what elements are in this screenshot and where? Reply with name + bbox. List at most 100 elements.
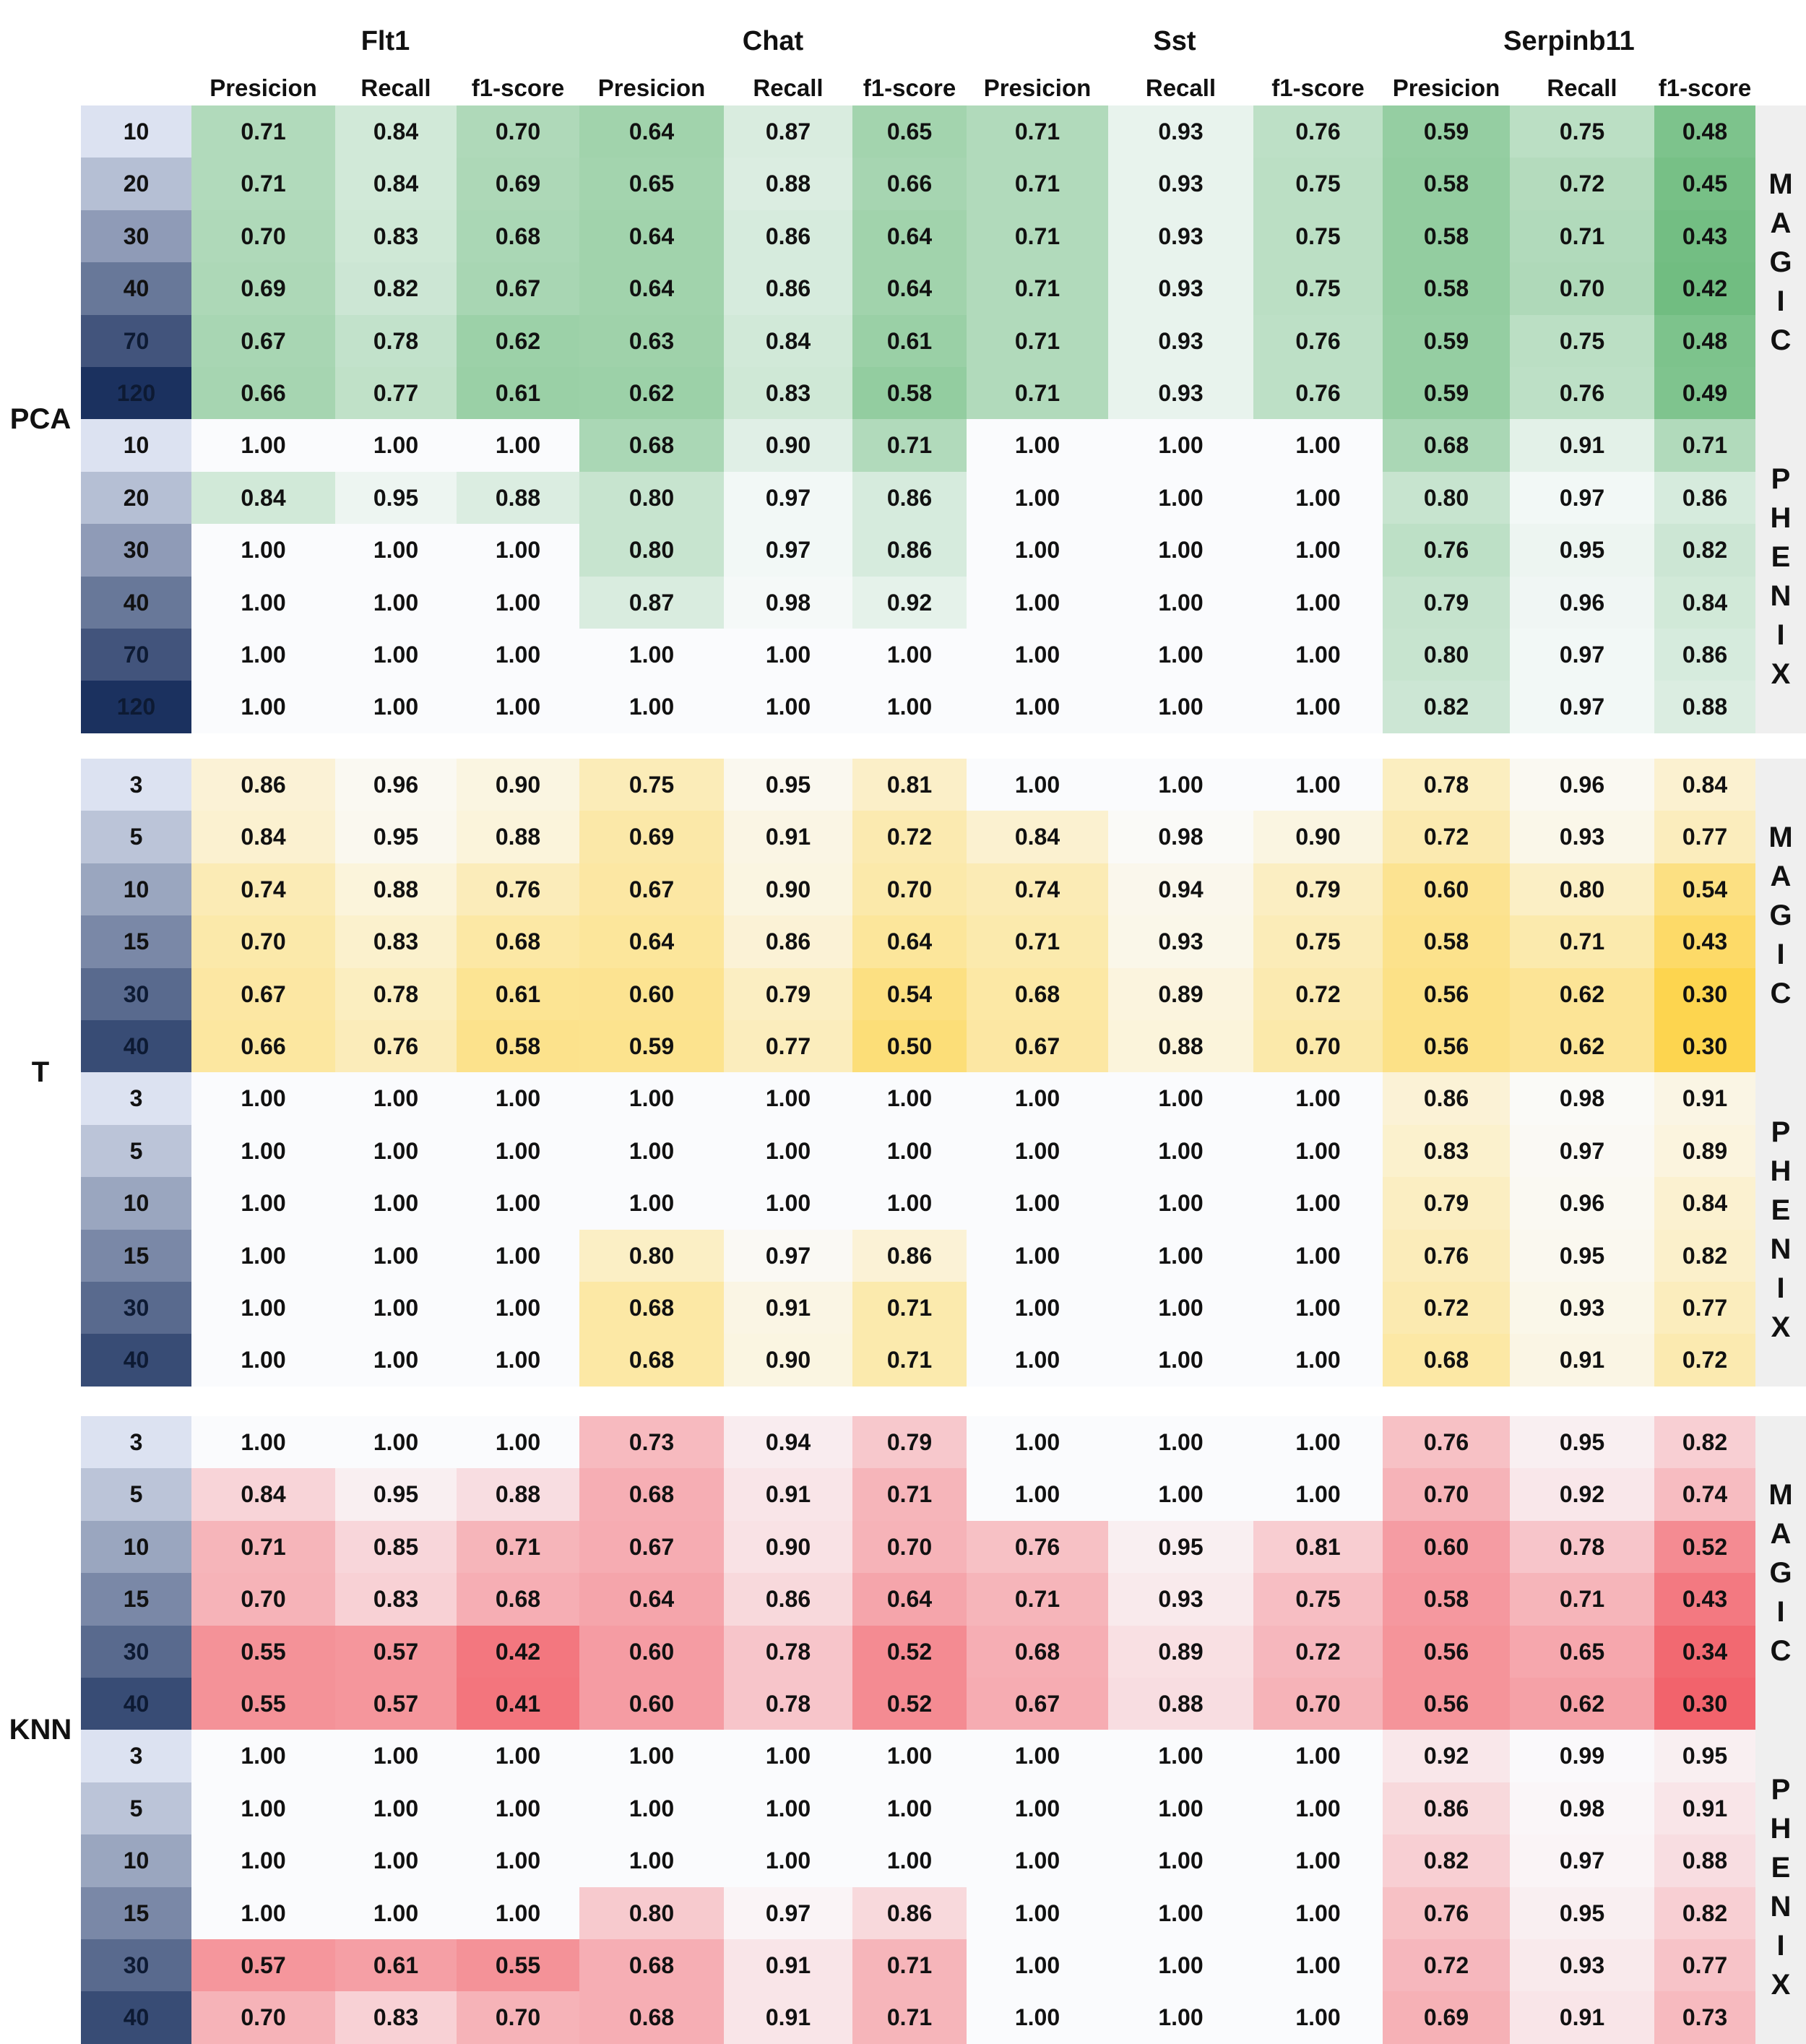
heatmap-cell: 0.80	[1510, 863, 1654, 916]
metric-header: Recall	[753, 74, 824, 101]
heatmap-cell: 1.00	[967, 1782, 1108, 1835]
heatmap-cell: 1.00	[335, 681, 457, 733]
heatmap-cell: 1.00	[724, 681, 852, 733]
heatmap-cell: 0.71	[967, 1573, 1108, 1626]
heatmap-cell: 0.68	[457, 915, 579, 968]
heatmap-cell: 1.00	[457, 1416, 579, 1469]
heatmap-cell: 0.79	[724, 967, 852, 1020]
row-label: 10	[81, 863, 191, 916]
row-label: 5	[81, 1468, 191, 1521]
heatmap-cell: 0.96	[335, 759, 457, 811]
heatmap-cell: 1.00	[1108, 1834, 1253, 1887]
heatmap-cell: 1.00	[1108, 1991, 1253, 2044]
heatmap-cell: 0.68	[457, 210, 579, 263]
heatmap-cell: 0.93	[1510, 1282, 1654, 1334]
heatmap-cell: 0.88	[457, 811, 579, 863]
heatmap-cell: 1.00	[335, 1177, 457, 1230]
heatmap-cell: 0.98	[1510, 1072, 1654, 1125]
heatmap-cell: 1.00	[1253, 524, 1383, 577]
heatmap-cell: 0.75	[1253, 262, 1383, 315]
method-letter: C	[1770, 1635, 1792, 1668]
heatmap-cell: 0.59	[1383, 314, 1510, 367]
heatmap-cell: 0.80	[579, 524, 724, 577]
heatmap-cell: 0.97	[1510, 681, 1654, 733]
method-letter: P	[1771, 1773, 1791, 1806]
heatmap-cell: 0.86	[852, 524, 967, 577]
row-label: 10	[81, 1834, 191, 1887]
row-label: 30	[81, 1282, 191, 1334]
heatmap-cell: 1.00	[335, 1834, 457, 1887]
heatmap-cell: 1.00	[1108, 681, 1253, 733]
heatmap-cell: 0.68	[967, 1625, 1108, 1678]
heatmap-cell: 1.00	[724, 1177, 852, 1230]
method-letter: A	[1770, 1518, 1792, 1551]
heatmap-cell: 1.00	[335, 629, 457, 681]
heatmap-cell: 0.60	[579, 1678, 724, 1730]
heatmap-cell: 1.00	[191, 1334, 335, 1387]
heatmap-cell: 1.00	[191, 1886, 335, 1939]
heatmap-cell: 1.00	[335, 576, 457, 629]
heatmap-cell: 0.56	[1383, 1020, 1510, 1073]
heatmap-cell: 1.00	[1253, 1939, 1383, 1992]
heatmap-cell: 0.75	[1253, 915, 1383, 968]
heatmap-cell: 1.00	[457, 1886, 579, 1939]
row-label: 3	[81, 759, 191, 811]
heatmap-cell: 0.91	[724, 1939, 852, 1992]
heatmap-cell: 0.83	[724, 367, 852, 420]
heatmap-cell: 1.00	[967, 1334, 1108, 1387]
row-label: 120	[81, 367, 191, 420]
heatmap-cell: 0.89	[1108, 1625, 1253, 1678]
method-letter: P	[1771, 462, 1791, 495]
heatmap-cell: 0.87	[579, 576, 724, 629]
heatmap-cell: 0.72	[1383, 811, 1510, 863]
heatmap-cell: 1.00	[1108, 471, 1253, 525]
heatmap-cell: 0.71	[967, 367, 1108, 420]
heatmap-cell: 1.00	[967, 1124, 1108, 1178]
method-letter: M	[1768, 168, 1793, 201]
heatmap-cell: 1.00	[852, 1834, 967, 1887]
heatmap-cell: 1.00	[967, 1229, 1108, 1282]
heatmap-cell: 0.98	[724, 576, 852, 629]
heatmap-cell: 0.83	[335, 915, 457, 968]
heatmap-cell: 1.00	[967, 1939, 1108, 1992]
heatmap-cell: 0.54	[852, 967, 967, 1020]
heatmap-cell: 0.62	[1510, 1020, 1654, 1073]
heatmap-cell: 0.97	[1510, 471, 1654, 525]
heatmap-cell: 0.64	[852, 1573, 967, 1626]
heatmap-cell: 1.00	[457, 1282, 579, 1334]
heatmap-cell: 1.00	[335, 1124, 457, 1178]
heatmap-cell: 0.63	[579, 314, 724, 367]
heatmap-cell: 0.60	[1383, 1520, 1510, 1574]
heatmap-cell: 0.72	[1654, 1334, 1755, 1387]
heatmap-cell: 0.81	[1253, 1520, 1383, 1574]
heatmap-cell: 1.00	[724, 1834, 852, 1887]
heatmap-cell: 1.00	[724, 1782, 852, 1835]
heatmap-cell: 0.71	[852, 1282, 967, 1334]
heatmap-cell: 0.71	[1510, 915, 1654, 968]
heatmap-cell: 0.52	[852, 1625, 967, 1678]
heatmap-cell: 1.00	[457, 1124, 579, 1178]
heatmap-cell: 0.90	[724, 1334, 852, 1387]
heatmap-cell: 1.00	[1253, 1072, 1383, 1125]
heatmap-cell: 0.69	[1383, 1991, 1510, 2044]
heatmap-cell: 0.91	[1510, 1991, 1654, 2044]
heatmap-cell: 1.00	[457, 629, 579, 681]
heatmap-cell: 0.68	[579, 1939, 724, 1992]
heatmap-cell: 0.64	[852, 915, 967, 968]
heatmap-cell: 0.86	[852, 1229, 967, 1282]
heatmap-cell: 1.00	[457, 524, 579, 577]
row-label: 30	[81, 210, 191, 263]
metric-header: Recall	[360, 74, 431, 101]
heatmap-cell: 1.00	[724, 1072, 852, 1125]
heatmap-cell: 0.96	[1510, 759, 1654, 811]
heatmap-cell: 0.61	[852, 314, 967, 367]
method-letter: M	[1768, 1479, 1793, 1512]
heatmap-cell: 0.65	[579, 158, 724, 210]
heatmap-cell: 0.76	[1383, 524, 1510, 577]
heatmap-cell: 0.70	[457, 105, 579, 158]
heatmap-cell: 0.97	[724, 1229, 852, 1282]
heatmap-cell: 0.71	[967, 210, 1108, 263]
